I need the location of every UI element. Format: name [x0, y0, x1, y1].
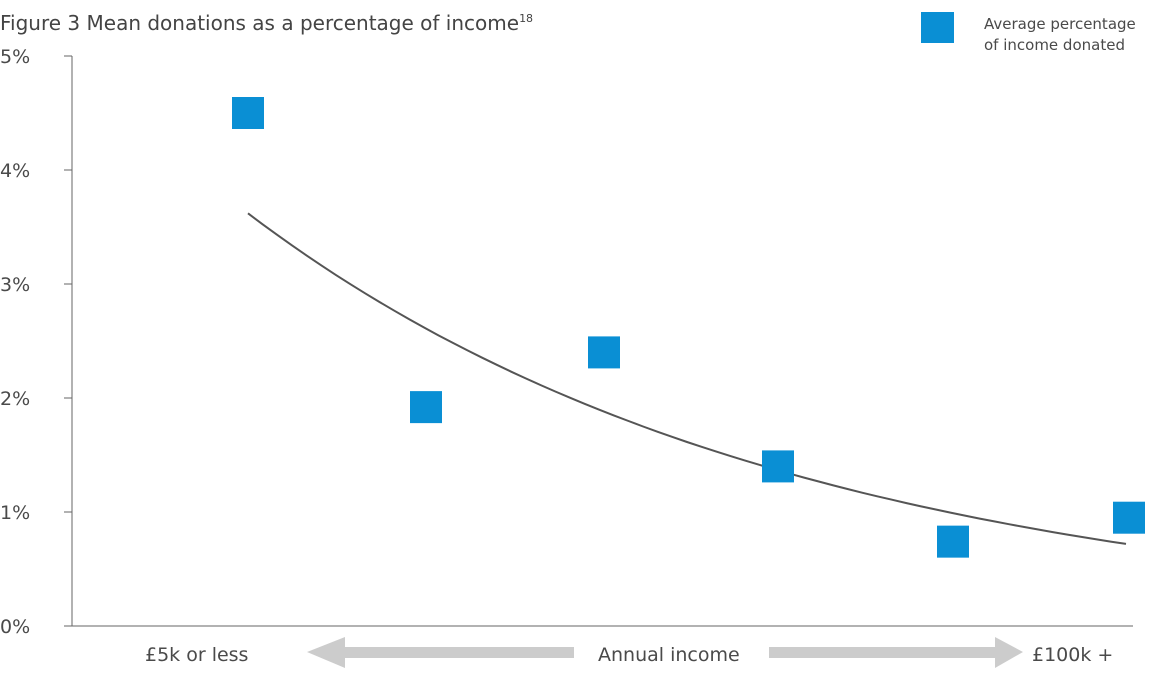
legend: Average percentage of income donated — [921, 12, 1136, 54]
x-label-center: Annual income — [598, 644, 740, 666]
title-footnote: 18 — [519, 12, 533, 25]
y-tick-label: 2% — [0, 388, 30, 410]
data-point — [937, 525, 969, 558]
x-axis-labels: £5k or less Annual income £100k + — [145, 637, 1113, 668]
legend-label-line1: Average percentage — [984, 15, 1136, 33]
data-point — [1113, 501, 1145, 534]
legend-swatch — [921, 12, 954, 43]
y-tick-label: 1% — [0, 502, 30, 524]
chart-title: Figure 3 Mean donations as a percentage … — [0, 11, 533, 35]
arrow-left-icon — [307, 637, 574, 668]
x-label-left: £5k or less — [145, 644, 248, 666]
data-point — [588, 336, 620, 369]
y-tick-label: 4% — [0, 160, 30, 182]
y-axis-ticks: 0% 1% 2% 3% 4% 5% — [0, 46, 72, 638]
arrow-right-icon — [769, 637, 1023, 668]
y-tick-label: 0% — [0, 616, 30, 638]
y-tick-label: 3% — [0, 274, 30, 296]
y-tick-label: 5% — [0, 46, 30, 68]
trend-line — [247, 212, 1127, 545]
x-label-right: £100k + — [1032, 644, 1113, 666]
legend-label-line2: of income donated — [984, 36, 1125, 54]
data-point — [410, 391, 442, 424]
data-point — [762, 450, 794, 483]
data-points — [232, 97, 1145, 558]
data-point — [232, 97, 264, 129]
